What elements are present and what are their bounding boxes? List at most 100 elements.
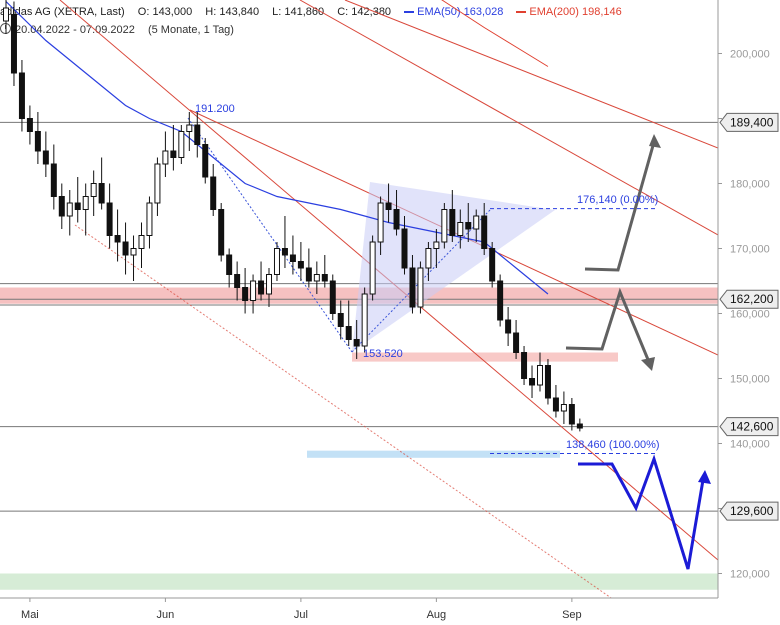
candle-body (385, 202, 392, 210)
candle (289, 235, 296, 275)
candle-body (250, 280, 257, 301)
candle-body (50, 163, 57, 197)
candle-body (218, 209, 225, 256)
candle-body (234, 274, 241, 288)
price-axis: 120,000130,000140,000150,000160,000170,0… (717, 0, 779, 598)
candle (130, 235, 137, 281)
candle-body (154, 163, 161, 204)
candle (154, 157, 161, 216)
candle-body (345, 326, 352, 340)
candle-body (242, 287, 249, 301)
candle-body (505, 319, 512, 334)
candle-body (18, 72, 25, 119)
candle-body (473, 215, 480, 230)
time-tick-label: Jun (157, 609, 175, 621)
candle-body (481, 215, 488, 249)
fib-connector-line (187, 117, 353, 353)
ema200-label: EMA(200) (529, 6, 579, 18)
candle-body (409, 267, 416, 308)
candle-body (297, 261, 304, 269)
scenario-up-arrowhead-2 (641, 357, 655, 371)
candle-body (353, 339, 360, 347)
candle (74, 177, 81, 223)
candle-body (74, 202, 81, 210)
candle-body (544, 365, 551, 399)
candle-body (178, 131, 185, 158)
candle (377, 196, 384, 255)
candle-body (258, 280, 265, 295)
candle (138, 222, 145, 268)
channel-line-1 (299, 0, 718, 236)
candle (505, 307, 512, 346)
low-value: L: 141,860 (272, 6, 325, 18)
candle-body (457, 222, 464, 236)
candle-body (361, 293, 368, 347)
scenario-down-path (578, 454, 705, 570)
candle (210, 164, 217, 216)
label-191200: 191.200 (195, 103, 235, 115)
candle (529, 365, 536, 398)
candle (194, 112, 201, 158)
candle-body (186, 124, 193, 132)
ema200-legend-icon (516, 11, 527, 14)
ema50-legend-icon (404, 11, 415, 14)
candle-body (273, 248, 280, 275)
channel-line-2 (344, 0, 718, 149)
candle (58, 183, 65, 229)
candle-body (425, 248, 432, 269)
candle-body (401, 228, 408, 269)
candle-body (417, 267, 424, 308)
candle (42, 131, 49, 177)
candle-body (305, 267, 312, 282)
candle (409, 255, 416, 314)
level-142600-tag (719, 417, 779, 437)
candle (361, 287, 368, 353)
candle (385, 183, 392, 223)
date-range: 20.04.2022 - 07.09.2022 (15, 24, 135, 36)
candle (521, 346, 528, 385)
price-tick-label: 200,000 (730, 49, 770, 61)
candle (552, 385, 559, 418)
candle-body (489, 248, 496, 282)
label-176140: 176,140 (0.00%) (577, 194, 658, 206)
time-tick-label: Jul (294, 609, 308, 621)
support-zone-138460 (307, 450, 560, 458)
candle (34, 112, 41, 164)
ema50-value: 163,028 (463, 6, 504, 18)
candle (417, 261, 424, 314)
candle-body (98, 183, 105, 204)
candle-body (146, 202, 153, 236)
candle-body (393, 209, 400, 230)
triangle-pattern (352, 182, 555, 352)
candle (489, 242, 496, 288)
candle-body (560, 404, 567, 412)
candle (433, 229, 440, 268)
ema200-line (441, 0, 549, 67)
candle (425, 242, 432, 281)
candle (106, 183, 113, 249)
candles (3, 0, 583, 432)
candle (258, 261, 265, 301)
candle-body (337, 313, 344, 327)
candle (576, 418, 583, 432)
candle (536, 352, 543, 392)
candle-body (497, 280, 504, 321)
candle-body (162, 150, 169, 165)
open-value: O: 143,000 (137, 6, 193, 18)
candle (305, 248, 312, 288)
price-tick-label: 150,000 (730, 374, 770, 386)
candle (353, 320, 360, 359)
level-162200-tag-label: 162,200 (730, 292, 774, 306)
candle-body (513, 332, 520, 353)
candle-body (289, 254, 296, 262)
candle-body (66, 202, 73, 217)
candle-body (122, 241, 129, 256)
time-tick-label: Sep (562, 609, 582, 621)
plot-area: 191.200 153.520 176,140 (0.00%) 138,460 (10… (0, 0, 718, 598)
time-axis: Mai Jun Jul Aug Sep (0, 597, 718, 621)
candle-body (441, 209, 448, 243)
scenario-up-arrowhead-1 (649, 134, 661, 148)
candle-body (170, 150, 177, 158)
candle-body (369, 241, 376, 295)
